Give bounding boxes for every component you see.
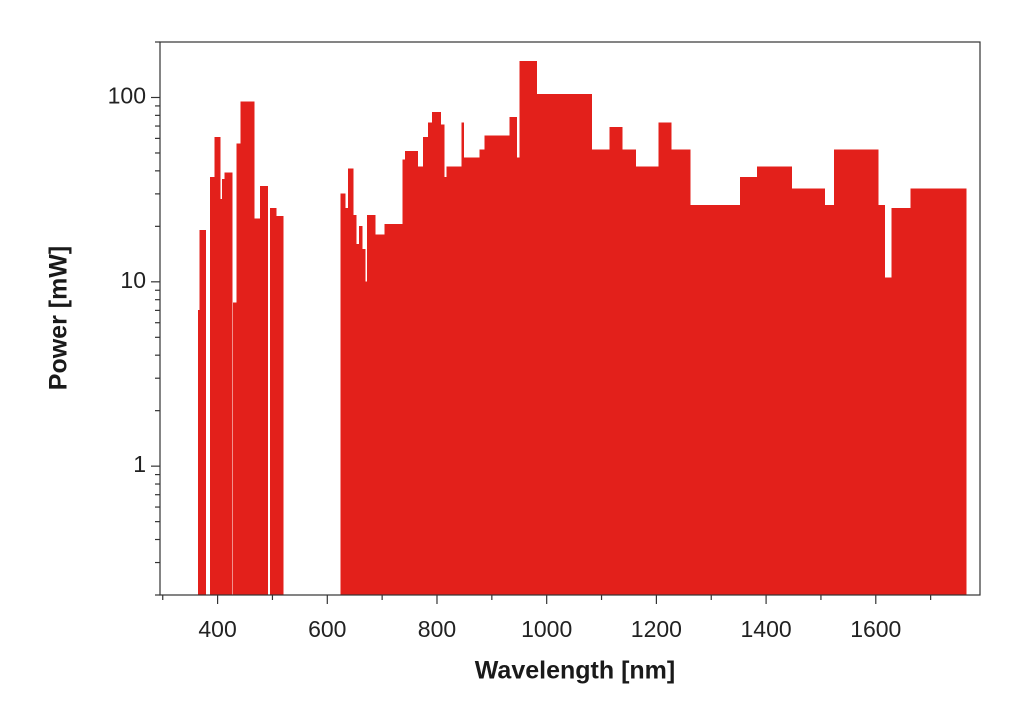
plot-marks	[198, 61, 967, 596]
spectrum-step	[374, 234, 386, 596]
y-tick-label: 1	[133, 451, 146, 477]
spectrum-step	[757, 166, 793, 596]
spectrum-step	[347, 168, 354, 596]
spectrum-step	[443, 176, 448, 596]
spectrum-step	[340, 193, 346, 596]
spectrum-step	[658, 122, 672, 596]
spectrum-step	[591, 149, 611, 596]
plot-frame	[159, 41, 981, 596]
spectrum-step	[404, 151, 419, 596]
spectrum-step	[356, 243, 360, 596]
y-tick-label: 10	[120, 267, 146, 293]
spectrum-step	[358, 226, 363, 596]
spectrum-step	[463, 157, 481, 596]
spectrum-step	[431, 112, 442, 596]
spectrum-step	[516, 157, 521, 596]
x-tick-label: 1000	[521, 616, 572, 642]
spectrum-step	[536, 94, 592, 596]
spectrum-step	[345, 208, 349, 596]
spectrum-step	[440, 124, 445, 596]
spectrum-step	[484, 135, 511, 596]
spectrum-step	[199, 230, 206, 596]
spectrum-step	[220, 199, 223, 596]
spectrum-step	[519, 61, 538, 596]
spectrum-step	[446, 166, 462, 596]
spectrum-step	[233, 302, 238, 596]
spectrum-step	[352, 214, 357, 596]
x-tick-label: 800	[418, 616, 456, 642]
spectrum-step	[384, 224, 404, 596]
spectrum-step	[690, 205, 741, 596]
spectrum-step	[402, 159, 406, 596]
x-tick-label: 1600	[850, 616, 901, 642]
spectrum-step	[833, 149, 879, 596]
x-tick-label: 600	[308, 616, 346, 642]
spectrum-step	[609, 126, 623, 596]
y-tick-label: 100	[108, 83, 146, 109]
spectrum-step	[622, 149, 636, 596]
spectrum-step	[210, 176, 216, 596]
spectrum-step	[740, 176, 758, 596]
spectrum-step	[891, 208, 912, 596]
x-tick-label: 1400	[741, 616, 792, 642]
spectrum-step	[509, 117, 517, 596]
spectrum-step	[240, 101, 255, 596]
spectrum-step	[367, 214, 376, 596]
spectrum-step	[635, 166, 659, 596]
spectrum-step	[884, 277, 892, 596]
spectrum-step	[362, 249, 366, 596]
spectrum-step	[670, 149, 691, 596]
spectrum-step	[214, 136, 221, 596]
spectrum-step	[254, 218, 261, 596]
x-tick-label: 400	[198, 616, 236, 642]
spectrum-step	[364, 281, 368, 596]
spectrum-step	[877, 205, 885, 596]
spectrum-step	[236, 143, 241, 596]
x-tick-label: 1200	[631, 616, 682, 642]
spectrum-step	[222, 178, 226, 596]
spectrum-step	[791, 188, 826, 596]
spectrum-step	[260, 185, 268, 596]
x-axis-label: Wavelength [nm]	[475, 657, 675, 685]
spectrum-step	[427, 122, 433, 596]
spectrum-step	[910, 188, 967, 596]
spectrum-step	[422, 136, 429, 596]
spectrum-step	[269, 208, 277, 596]
spectrum-step	[479, 149, 486, 596]
spectrum-step	[275, 216, 284, 596]
y-axis-label: Power [mW]	[45, 246, 73, 390]
spectrum-step	[461, 122, 465, 596]
spectrum-step	[417, 166, 424, 596]
spectrum-step	[824, 205, 835, 596]
spectrum-step	[224, 172, 233, 596]
